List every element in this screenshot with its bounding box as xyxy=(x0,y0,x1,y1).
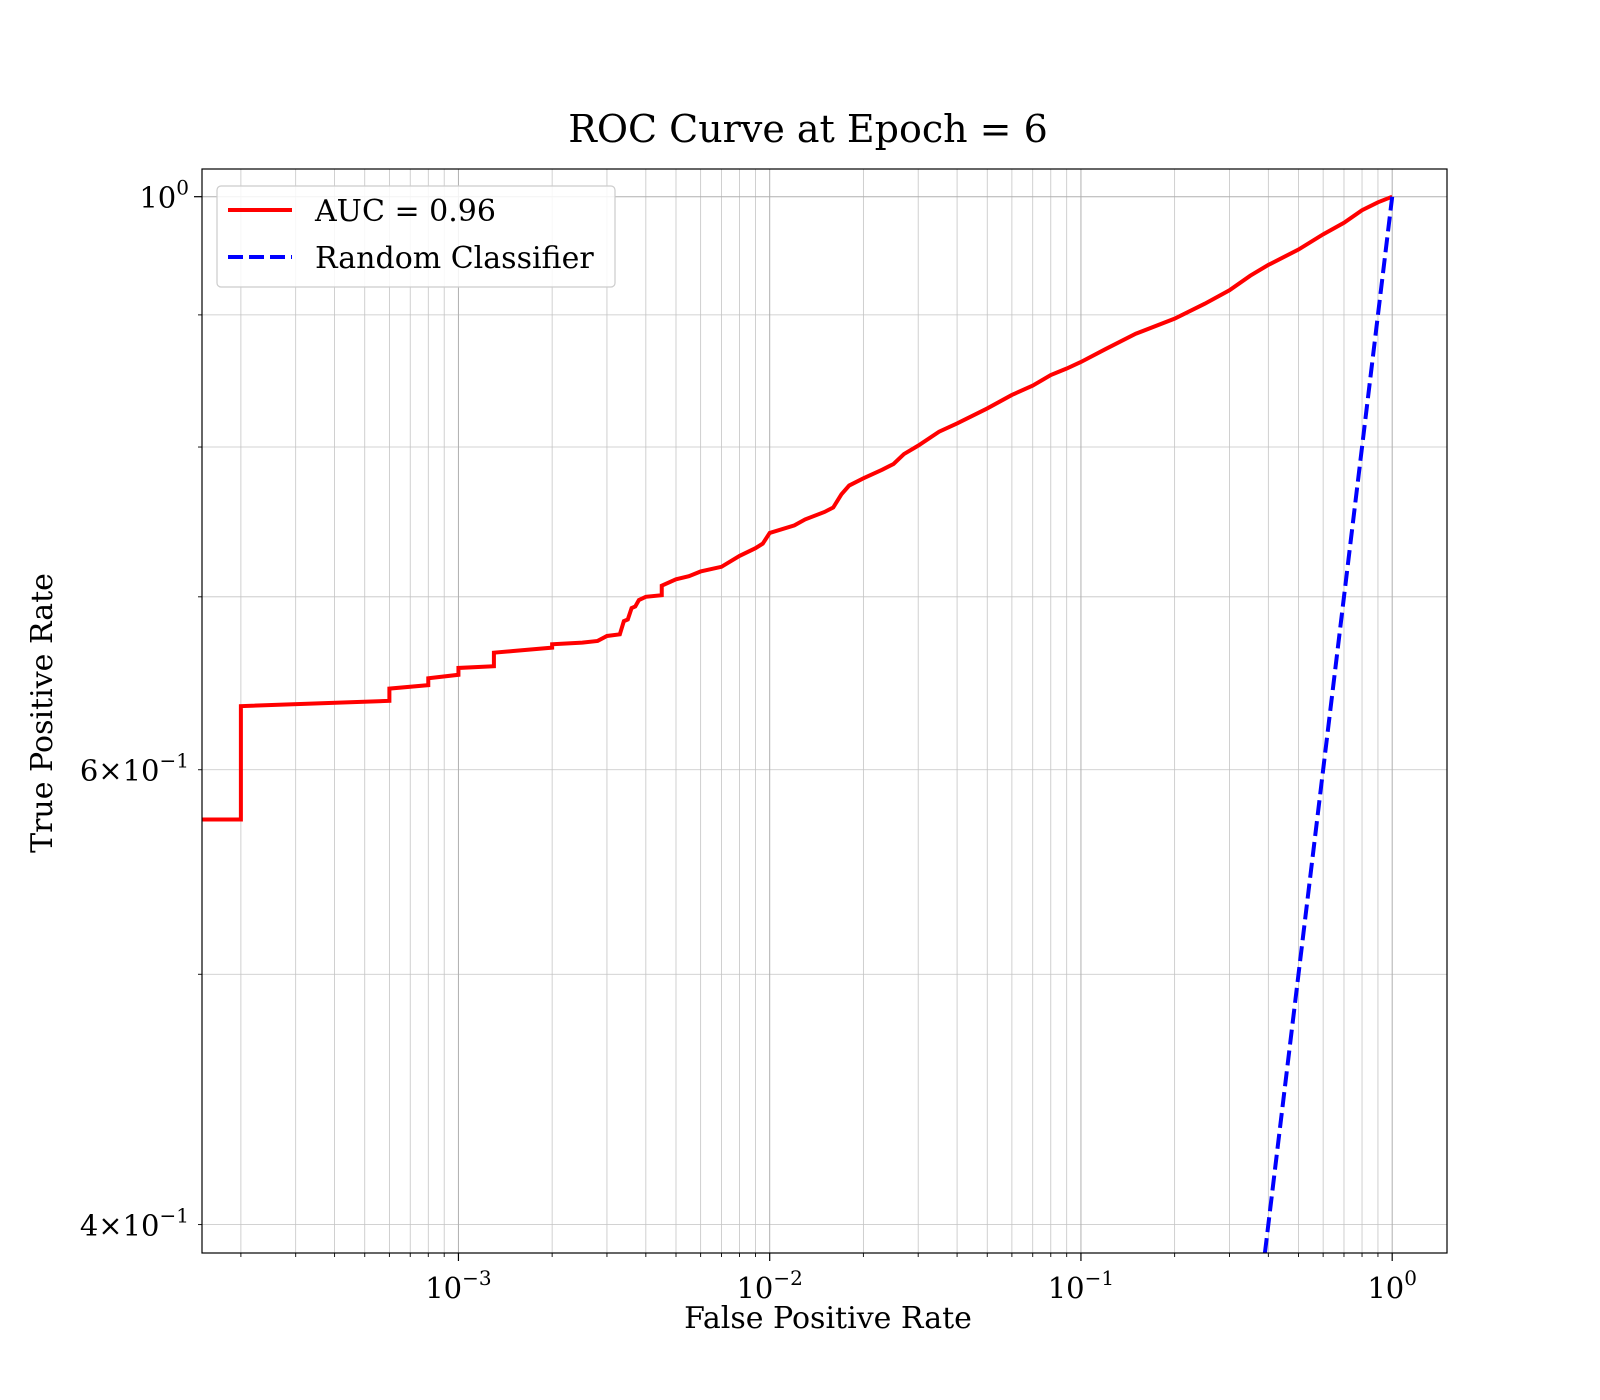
y-axis-label: True Positive Rate xyxy=(25,573,60,853)
roc-curve-line xyxy=(202,194,1393,822)
legend-label-random: Random Classifier xyxy=(315,241,594,276)
y-tick-label: 4×10−1 xyxy=(80,1204,189,1243)
plot-frame xyxy=(201,168,1448,1254)
x-tick-label: 10−1 xyxy=(1048,1266,1114,1305)
x-axis-label: False Positive Rate xyxy=(684,1301,972,1336)
major-grid xyxy=(202,169,1447,1253)
chart-title: ROC Curve at Epoch = 6 xyxy=(568,107,1048,151)
minor-grid xyxy=(202,169,1447,1253)
random-classifier-line xyxy=(1262,196,1395,1254)
legend-label-auc: AUC = 0.96 xyxy=(314,194,496,229)
y-tick-label: 6×10−1 xyxy=(80,749,189,788)
axis-ticks xyxy=(194,196,1393,1261)
legend-box xyxy=(216,185,616,288)
tick-labels: 10−3 10−2 10−1 100 100 6×10−1 4×10−1 xyxy=(80,176,1417,1305)
x-tick-label: 10−3 xyxy=(425,1266,491,1305)
legend: AUC = 0.96 Random Classifier xyxy=(216,185,616,288)
series-layer xyxy=(202,194,1395,1254)
x-tick-label: 10−2 xyxy=(736,1266,802,1305)
x-tick-label: 100 xyxy=(1367,1266,1417,1305)
y-tick-label: 100 xyxy=(139,176,189,215)
